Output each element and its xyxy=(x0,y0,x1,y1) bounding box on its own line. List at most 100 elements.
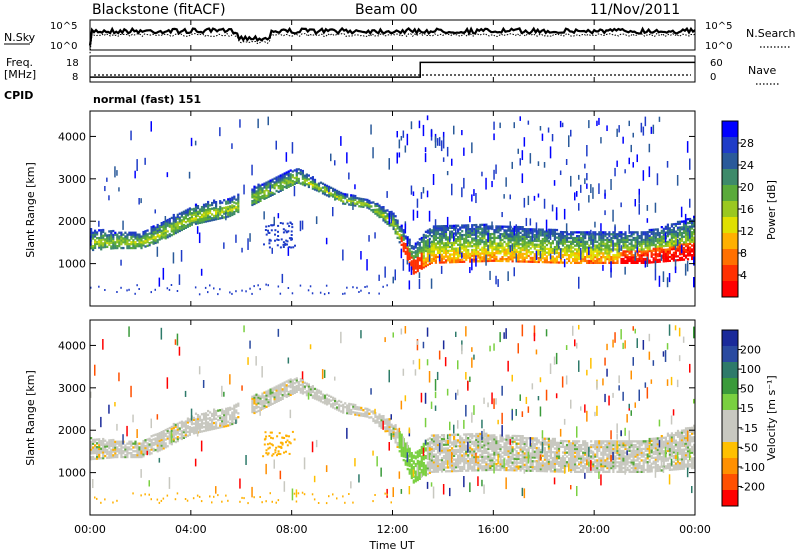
echo-cell xyxy=(416,450,419,453)
echo-cell xyxy=(287,392,290,396)
echo-scatter xyxy=(134,292,136,295)
echo-cell xyxy=(596,240,599,243)
echo-scatter xyxy=(535,250,538,261)
echo-cell xyxy=(684,233,688,236)
echo-cell xyxy=(204,205,208,208)
echo-cell xyxy=(281,384,284,387)
echo-cell xyxy=(223,199,226,202)
echo-cell xyxy=(622,250,625,253)
echo-cell xyxy=(662,244,665,248)
echo-cell xyxy=(194,222,198,225)
echo-cell xyxy=(325,399,329,402)
echo-cell xyxy=(406,247,409,250)
nave-label: Nave xyxy=(748,64,776,77)
echo-cell xyxy=(440,242,444,245)
echo-cell xyxy=(257,187,260,190)
echo-cell xyxy=(200,213,204,216)
echo-cell xyxy=(380,211,383,215)
echo-cell xyxy=(475,243,478,246)
echo-cell xyxy=(626,261,629,264)
echo-cell xyxy=(676,249,680,252)
echo-cell xyxy=(505,250,508,253)
echo-cell xyxy=(457,260,460,264)
echo-cell xyxy=(130,454,133,457)
echo-cell xyxy=(402,250,405,253)
echo-cell xyxy=(691,225,694,228)
echo-cell xyxy=(640,238,643,242)
echo-cell xyxy=(493,252,496,255)
echo-cell xyxy=(473,254,476,257)
echo-cell xyxy=(192,211,196,214)
echo-cell xyxy=(493,255,496,259)
echo-cell xyxy=(94,446,97,449)
echo-cell xyxy=(323,402,327,405)
echo-scatter xyxy=(455,224,457,231)
echo-cell xyxy=(94,235,97,238)
echo-cell xyxy=(678,234,682,237)
echo-cell xyxy=(576,240,579,243)
echo-cell xyxy=(330,194,333,197)
echo-cell xyxy=(317,188,321,191)
echo-cell xyxy=(200,219,204,222)
echo-cell xyxy=(614,244,617,247)
echo-cell xyxy=(334,196,337,199)
echo-cell xyxy=(303,174,306,177)
echo-cell xyxy=(110,456,113,459)
echo-cell xyxy=(680,233,684,237)
echo-cell xyxy=(356,197,359,200)
echo-cell xyxy=(640,240,643,243)
echo-scatter xyxy=(600,137,602,144)
echo-cell xyxy=(652,259,655,262)
echo-cell xyxy=(489,242,492,245)
echo-cell xyxy=(346,195,349,198)
echo-cell xyxy=(273,192,276,195)
echo-cell xyxy=(469,254,472,257)
echo-cell xyxy=(342,192,345,196)
colorbar-tick-label: 20 xyxy=(740,181,754,194)
echo-cell xyxy=(463,226,466,229)
echo-cell xyxy=(227,413,230,416)
echo-cell xyxy=(297,381,300,384)
echo-cell xyxy=(503,235,506,238)
echo-cell xyxy=(301,378,304,382)
echo-cell xyxy=(477,246,480,250)
echo-cell xyxy=(140,446,143,449)
echo-cell xyxy=(646,248,649,251)
echo-cell xyxy=(406,251,409,254)
echo-cell xyxy=(626,246,629,249)
echo-cell xyxy=(390,429,393,432)
echo-scatter xyxy=(388,442,390,451)
echo-cell xyxy=(255,397,258,400)
echo-cell xyxy=(204,214,208,217)
echo-cell xyxy=(622,233,625,236)
echo-cell xyxy=(388,429,391,432)
echo-cell xyxy=(465,224,468,227)
echo-scatter xyxy=(686,260,689,272)
echo-cell xyxy=(376,202,379,206)
echo-cell xyxy=(584,240,587,243)
echo-scatter xyxy=(453,125,455,135)
echo-cell xyxy=(356,408,359,411)
echo-cell xyxy=(612,235,615,238)
echo-cell xyxy=(660,235,663,238)
echo-cell xyxy=(102,445,105,448)
echo-cell xyxy=(253,406,256,409)
echo-scatter xyxy=(309,285,312,288)
echo-cell xyxy=(608,257,611,261)
echo-cell xyxy=(398,227,401,231)
echo-scatter xyxy=(348,172,350,180)
echo-cell xyxy=(364,198,367,201)
echo-cell xyxy=(604,238,607,242)
echo-scatter xyxy=(398,471,401,479)
echo-cell xyxy=(281,222,284,225)
echo-cell xyxy=(215,417,218,420)
echo-cell xyxy=(691,223,694,226)
echo-cell xyxy=(120,444,123,447)
echo-cell xyxy=(600,235,603,238)
echo-cell xyxy=(172,432,175,435)
echo-cell xyxy=(152,443,155,447)
echo-cell xyxy=(578,246,581,249)
echo-scatter xyxy=(321,369,324,380)
echo-cell xyxy=(380,213,383,217)
echo-cell xyxy=(368,205,371,208)
